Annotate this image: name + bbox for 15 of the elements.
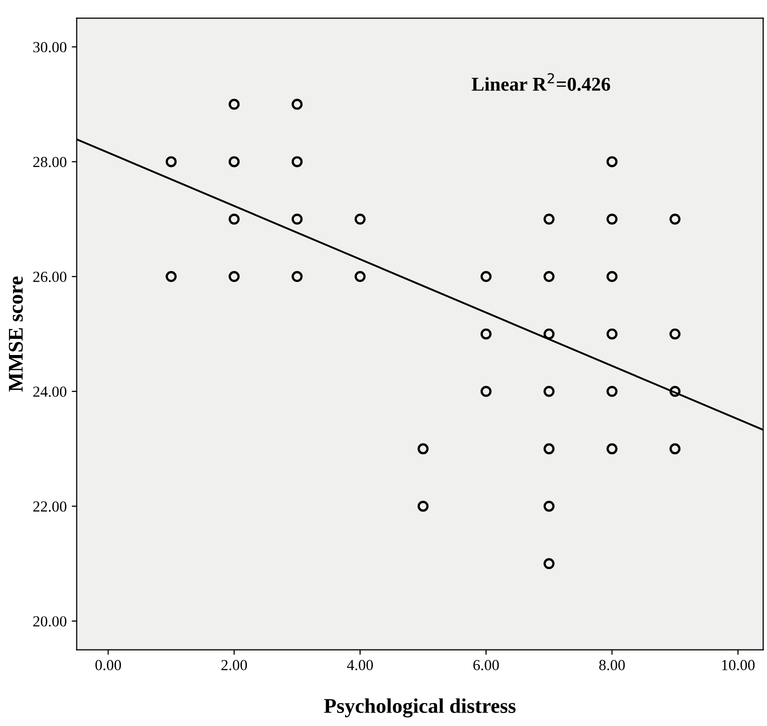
y-tick-label: 30.00 <box>33 42 66 52</box>
annotation: Linear R$^{2}$=0.426 <box>472 73 610 91</box>
x-tick-label: 2.00 <box>221 660 247 670</box>
y-tick-label: 26.00 <box>33 272 66 282</box>
x-tick-label: 10.00 <box>722 660 755 670</box>
x-tick-label: 0.00 <box>95 660 121 670</box>
y-tick-label: 24.00 <box>33 386 66 397</box>
x-tick-label: 4.00 <box>347 660 373 670</box>
y-tick-label: 20.00 <box>33 616 66 627</box>
y-tick-label: 28.00 <box>33 156 66 168</box>
y-axis-title: MMSE score <box>8 276 23 392</box>
x-tick-label: 8.00 <box>599 660 625 670</box>
x-tick-label: 6.00 <box>473 660 499 670</box>
x-axis-title: Psychological distress <box>324 698 516 718</box>
y-tick-label: 22.00 <box>33 501 66 512</box>
